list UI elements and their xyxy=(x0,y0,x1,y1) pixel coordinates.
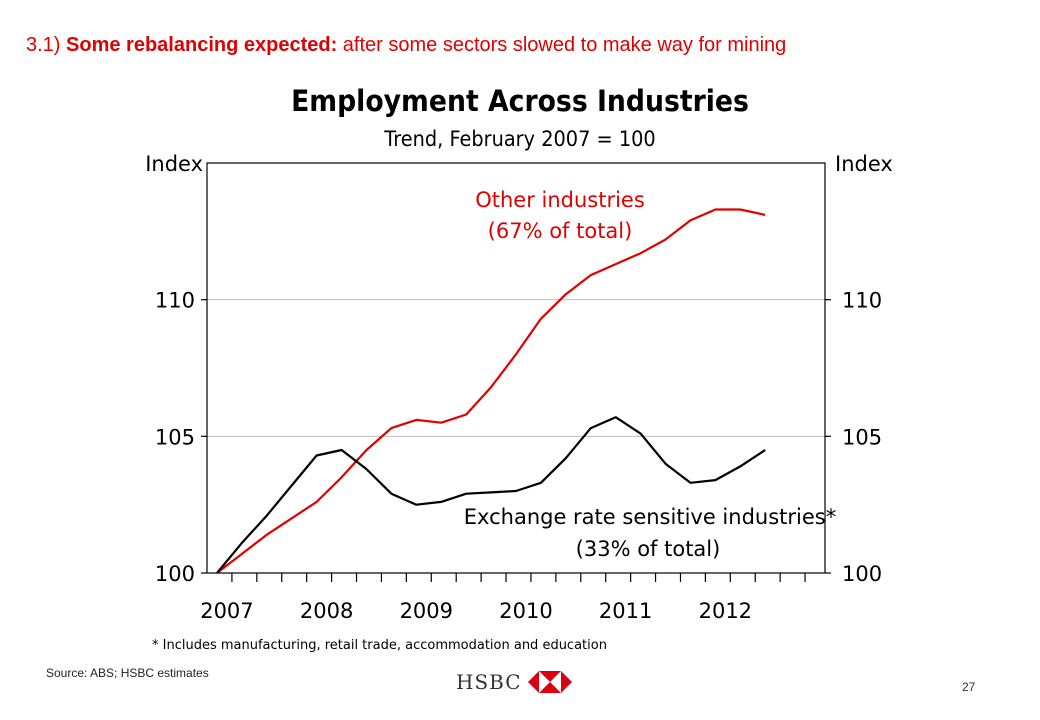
slide-headline: 3.1) Some rebalancing expected: after so… xyxy=(26,34,786,57)
y-tick-label-left-110: 110 xyxy=(155,289,195,313)
x-tick-label-2012: 2012 xyxy=(699,599,752,623)
y-tick-label-left-100: 100 xyxy=(155,562,195,586)
y-tick-label-left-105: 105 xyxy=(155,425,195,449)
x-tick-label-2011: 2011 xyxy=(599,599,652,623)
series-label-other-industries-share: (67% of total) xyxy=(488,219,633,243)
y-tick-label-right-100: 100 xyxy=(842,562,882,586)
y-axis-title-right: Index xyxy=(835,152,893,176)
x-tick-label-2007: 2007 xyxy=(200,599,253,623)
hsbc-logo: HSBC xyxy=(456,670,572,694)
x-tick-label-2010: 2010 xyxy=(499,599,552,623)
source-note: Source: ABS; HSBC estimates xyxy=(46,666,209,680)
headline-rest: after some sectors slowed to make way fo… xyxy=(337,34,787,56)
series-label-exchange-rate-share: (33% of total) xyxy=(576,537,721,561)
series-line-0 xyxy=(216,208,766,574)
series-label-exchange-rate: Exchange rate sensitive industries* xyxy=(464,505,836,529)
hsbc-hexagon-icon xyxy=(527,671,572,693)
chart-subtitle: Trend, February 2007 = 100 xyxy=(384,127,656,151)
series-line-1 xyxy=(216,416,766,574)
x-tick-label-2008: 2008 xyxy=(300,599,353,623)
y-tick-label-right-110: 110 xyxy=(842,289,882,313)
logo-text: HSBC xyxy=(456,670,522,694)
y-tick-label-right-105: 105 xyxy=(842,425,882,449)
chart-footnote: * Includes manufacturing, retail trade, … xyxy=(152,638,607,653)
x-tick-label-2009: 2009 xyxy=(400,599,453,623)
plot-frame xyxy=(206,162,826,574)
series-label-other-industries: Other industries xyxy=(475,188,645,212)
page-number: 27 xyxy=(962,680,976,694)
headline-prefix: 3.1) xyxy=(26,34,67,56)
y-axis-title-left: Index xyxy=(145,152,203,176)
headline-bold: Some rebalancing expected: xyxy=(66,34,338,56)
chart-title: Employment Across Industries xyxy=(291,84,749,118)
